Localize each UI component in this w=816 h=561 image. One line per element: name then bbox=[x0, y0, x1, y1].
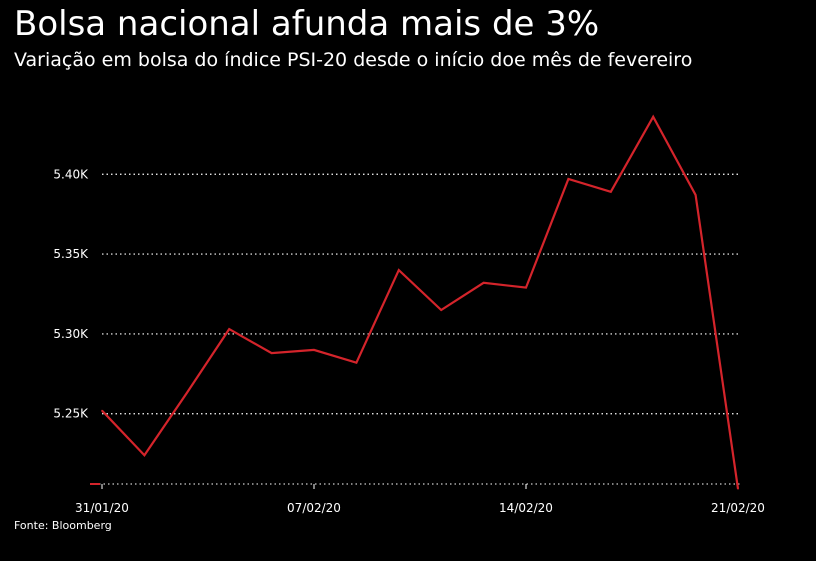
y-tick-label: 5.30K bbox=[53, 327, 89, 341]
x-axis-ticks: 31/01/20 07/02/20 14/02/20 21/02/20 bbox=[75, 484, 765, 515]
y-tick-label: 5.40K bbox=[53, 167, 89, 181]
gridlines bbox=[102, 173, 740, 415]
x-tick-label: 14/02/20 bbox=[499, 501, 553, 515]
data-point bbox=[652, 115, 654, 118]
data-point bbox=[440, 309, 443, 311]
data-point bbox=[101, 409, 103, 412]
data-point bbox=[355, 361, 358, 364]
x-tick-label: 21/02/20 bbox=[711, 501, 765, 515]
chart-subtitle: Variação em bolsa do índice PSI-20 desde… bbox=[14, 49, 693, 71]
data-point bbox=[567, 178, 570, 180]
data-point bbox=[228, 328, 230, 330]
data-point bbox=[313, 349, 315, 351]
data-point bbox=[482, 282, 485, 284]
data-point bbox=[694, 194, 697, 196]
data-point bbox=[270, 352, 273, 354]
x-tick-label: 07/02/20 bbox=[287, 501, 341, 515]
data-point bbox=[186, 392, 188, 394]
data-point bbox=[143, 454, 146, 457]
y-axis-ticks: 5.25K 5.30K 5.35K 5.40K bbox=[53, 167, 89, 420]
data-points bbox=[101, 115, 739, 490]
chart-title: Bolsa nacional afunda mais de 3% bbox=[14, 4, 600, 44]
data-point bbox=[610, 191, 612, 193]
source-note: Fonte: Bloomberg bbox=[14, 519, 112, 532]
y-tick-label: 5.25K bbox=[53, 407, 89, 421]
series bbox=[90, 114, 740, 489]
data-point bbox=[737, 487, 739, 490]
y-tick-label: 5.35K bbox=[53, 247, 89, 261]
data-point bbox=[398, 269, 400, 271]
x-tick-label: 31/01/20 bbox=[75, 501, 129, 515]
series-line bbox=[101, 114, 740, 489]
data-point bbox=[525, 286, 527, 289]
